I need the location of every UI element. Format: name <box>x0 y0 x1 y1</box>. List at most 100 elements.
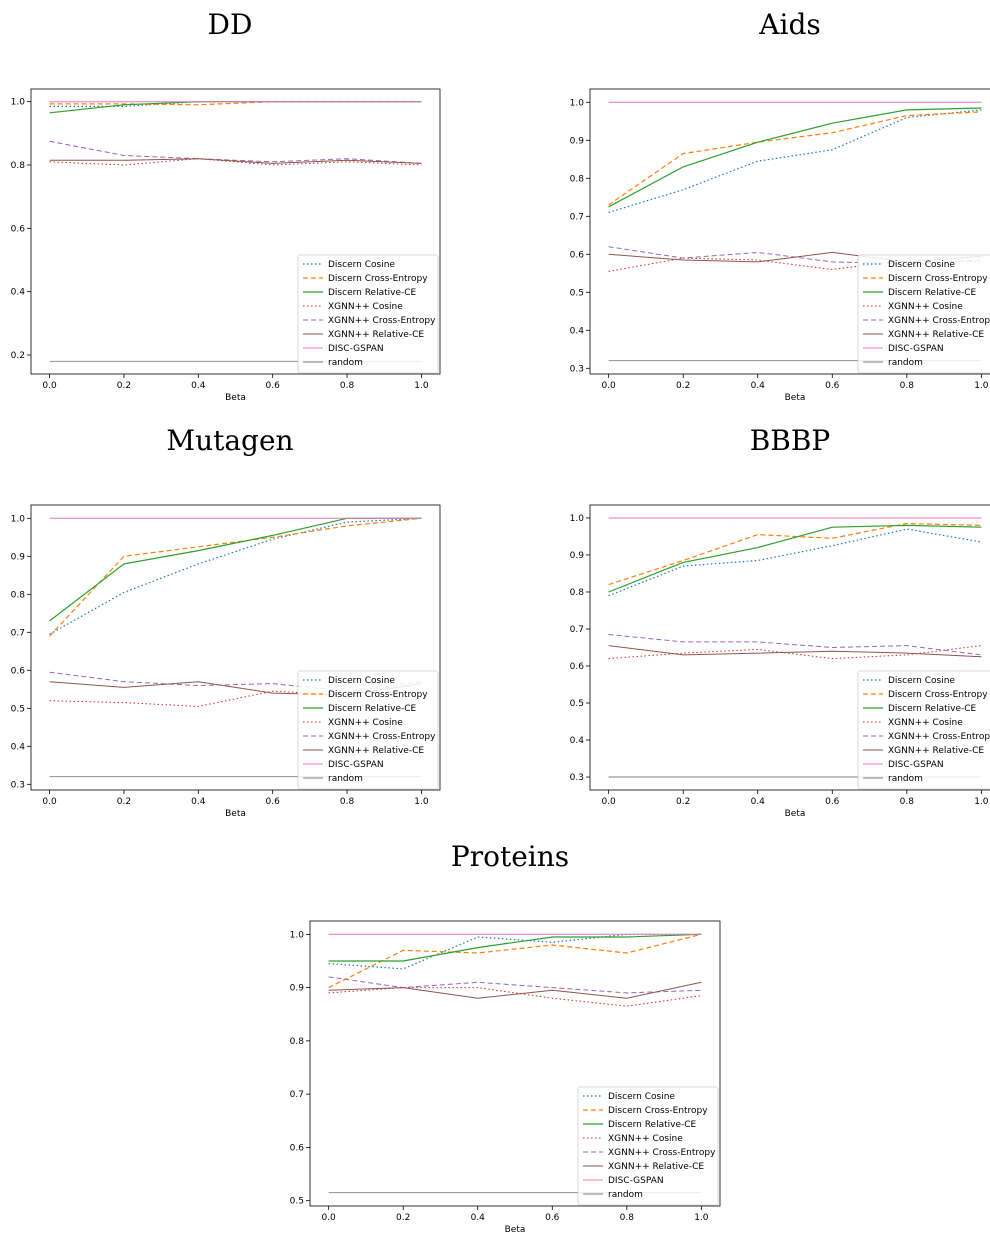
x-tick-label: 1.0 <box>974 797 989 807</box>
chart-svg: 0.0 0.2 0.4 0.6 0.8 1.0 0.3 0.4 0.5 0.6 0.7 0.8 0.9 1… <box>570 504 990 819</box>
chart-panel-mutagen: Mutagen 0.0 0.2 0.4 0.6 0.8 1.0 0.3 0.4 0.5 0.6 0.… <box>0 416 460 826</box>
x-tick-label: 0.4 <box>191 797 206 807</box>
legend-label-discern-relative-ce: Discern Relative-CE <box>328 704 417 714</box>
chart-svg: 0.0 0.2 0.4 0.6 0.8 1.0 0.3 0.4 0.5 0.6 0.7 0.8 0.9 1… <box>11 504 441 819</box>
legend-label-disc-gspan: DISC-GSPAN <box>888 760 944 770</box>
series-line-discern-relative-ce <box>608 524 982 593</box>
x-tick-label: 0.8 <box>340 381 355 391</box>
legend-box <box>297 254 439 374</box>
y-tick-label: 0.4 <box>570 326 585 336</box>
y-tick-label: 0.9 <box>290 984 305 994</box>
y-tick-label: 0.6 <box>11 666 26 676</box>
plot-frame <box>30 88 441 375</box>
y-tick-label: 0.3 <box>570 364 584 374</box>
legend-label-disc-gspan: DISC-GSPAN <box>328 344 384 354</box>
legend: Discern Cosine Discern Cross-Entropy Disce… <box>857 670 990 790</box>
x-tick-label: 0.0 <box>321 1213 336 1223</box>
legend-label-discern-cross-entropy: Discern Cross-Entropy <box>328 690 428 700</box>
x-tick-label: 1.0 <box>414 797 429 807</box>
y-tick-label: 0.4 <box>11 742 26 752</box>
legend-label-disc-gspan: DISC-GSPAN <box>608 1176 664 1186</box>
legend-label-discern-cross-entropy: Discern Cross-Entropy <box>608 1106 708 1116</box>
series-line-discern-relative-ce <box>49 517 422 622</box>
chart-title: BBBP <box>749 424 831 457</box>
series-line-discern-cross-entropy <box>608 111 982 206</box>
y-tick-label: 1.0 <box>11 98 26 108</box>
legend-label-discern-cross-entropy: Discern Cross-Entropy <box>888 274 988 284</box>
y-tick-label: 0.3 <box>11 780 25 790</box>
legend: Discern Cosine Discern Cross-Entropy Disce… <box>297 254 439 374</box>
legend-label-disc-gspan: DISC-GSPAN <box>328 760 384 770</box>
x-axis-label: Beta <box>505 1225 526 1232</box>
chart-panel-proteins: Proteins 0.0 0.2 0.4 0.6 0.8 1.0 0.5 0.6 0.7 0.8 0… <box>280 832 740 1235</box>
y-tick-label: 0.9 <box>570 136 585 146</box>
y-tick-label: 1.0 <box>570 98 585 108</box>
y-tick-label: 0.8 <box>290 1037 305 1047</box>
legend: Discern Cosine Discern Cross-Entropy Disce… <box>577 1086 719 1206</box>
series-line-xgnnpp-relative-ce <box>49 158 422 164</box>
series-line-xgnnpp-cross-entropy <box>49 671 422 692</box>
series-line-xgnnpp-cross-entropy <box>328 976 702 994</box>
series-line-discern-relative-ce <box>608 107 982 208</box>
legend-label-disc-gspan: DISC-GSPAN <box>888 344 944 354</box>
y-tick-label: 0.4 <box>11 288 26 298</box>
x-tick-label: 0.6 <box>825 797 840 807</box>
legend-label-random: random <box>888 358 923 368</box>
legend-box <box>297 670 439 790</box>
chart-title: Mutagen <box>166 424 294 457</box>
legend-label-xgnnpp-cross-entropy: XGNN++ Cross-Entropy <box>888 316 990 326</box>
x-tick-label: 0.8 <box>900 797 915 807</box>
legend: Discern Cosine Discern Cross-Entropy Disce… <box>297 670 439 790</box>
x-tick-label: 0.2 <box>676 381 690 391</box>
y-tick-label: 0.7 <box>570 212 584 222</box>
chart-svg: 0.0 0.2 0.4 0.6 0.8 1.0 0.2 0.4 0.6 0.8 1.0 Beta Dis… <box>11 88 441 403</box>
series-line-discern-cross-entropy <box>328 933 702 989</box>
legend-label-discern-relative-ce: Discern Relative-CE <box>608 1120 697 1130</box>
x-tick-label: 1.0 <box>414 381 429 391</box>
legend-label-random: random <box>608 1190 643 1200</box>
y-tick-label: 1.0 <box>290 930 305 940</box>
legend-label-xgnnpp-cross-entropy: XGNN++ Cross-Entropy <box>328 732 436 742</box>
legend-label-discern-relative-ce: Discern Relative-CE <box>888 288 977 298</box>
legend-box <box>857 254 990 374</box>
y-tick-label: 0.8 <box>570 174 585 184</box>
x-tick-label: 0.8 <box>900 381 915 391</box>
x-tick-label: 1.0 <box>694 1213 709 1223</box>
legend-label-xgnnpp-cosine: XGNN++ Cosine <box>328 302 403 312</box>
plot-frame <box>309 920 721 1207</box>
series-line-discern-relative-ce <box>328 933 702 962</box>
y-tick-label: 0.9 <box>570 551 585 561</box>
y-tick-label: 0.8 <box>570 588 585 598</box>
series-line-xgnnpp-cross-entropy <box>49 140 422 164</box>
x-axis-label: Beta <box>785 809 806 819</box>
chart-title: Aids <box>759 8 821 41</box>
series-line-discern-cosine <box>608 109 982 214</box>
legend: Discern Cosine Discern Cross-Entropy Disce… <box>857 254 990 374</box>
legend-label-xgnnpp-cosine: XGNN++ Cosine <box>888 718 963 728</box>
legend-label-xgnnpp-relative-ce: XGNN++ Relative-CE <box>608 1162 704 1172</box>
chart-svg: 0.0 0.2 0.4 0.6 0.8 1.0 0.5 0.6 0.7 0.8 0.9 1.0 Beta… <box>290 920 721 1235</box>
y-tick-label: 0.6 <box>11 224 26 234</box>
y-tick-label: 0.3 <box>570 773 584 783</box>
legend-label-xgnnpp-cosine: XGNN++ Cosine <box>888 302 963 312</box>
x-tick-label: 0.2 <box>396 1213 410 1223</box>
legend-label-random: random <box>328 358 363 368</box>
y-tick-label: 0.6 <box>570 662 585 672</box>
x-tick-label: 0.0 <box>42 381 57 391</box>
legend-label-discern-cosine: Discern Cosine <box>328 260 395 270</box>
x-tick-label: 0.4 <box>751 381 766 391</box>
legend-label-discern-cross-entropy: Discern Cross-Entropy <box>888 690 988 700</box>
y-tick-label: 0.7 <box>11 628 25 638</box>
x-tick-label: 0.4 <box>191 381 206 391</box>
x-tick-label: 0.0 <box>601 797 616 807</box>
x-tick-label: 0.0 <box>601 381 616 391</box>
y-tick-label: 0.5 <box>570 288 584 298</box>
x-tick-label: 0.4 <box>751 797 766 807</box>
y-tick-label: 0.6 <box>570 250 585 260</box>
series-line-xgnnpp-cross-entropy <box>608 634 982 656</box>
y-tick-label: 0.7 <box>570 625 584 635</box>
legend-label-discern-relative-ce: Discern Relative-CE <box>328 288 417 298</box>
legend-label-xgnnpp-relative-ce: XGNN++ Relative-CE <box>328 746 424 756</box>
legend-label-discern-cross-entropy: Discern Cross-Entropy <box>328 274 428 284</box>
x-axis-label: Beta <box>225 809 246 819</box>
